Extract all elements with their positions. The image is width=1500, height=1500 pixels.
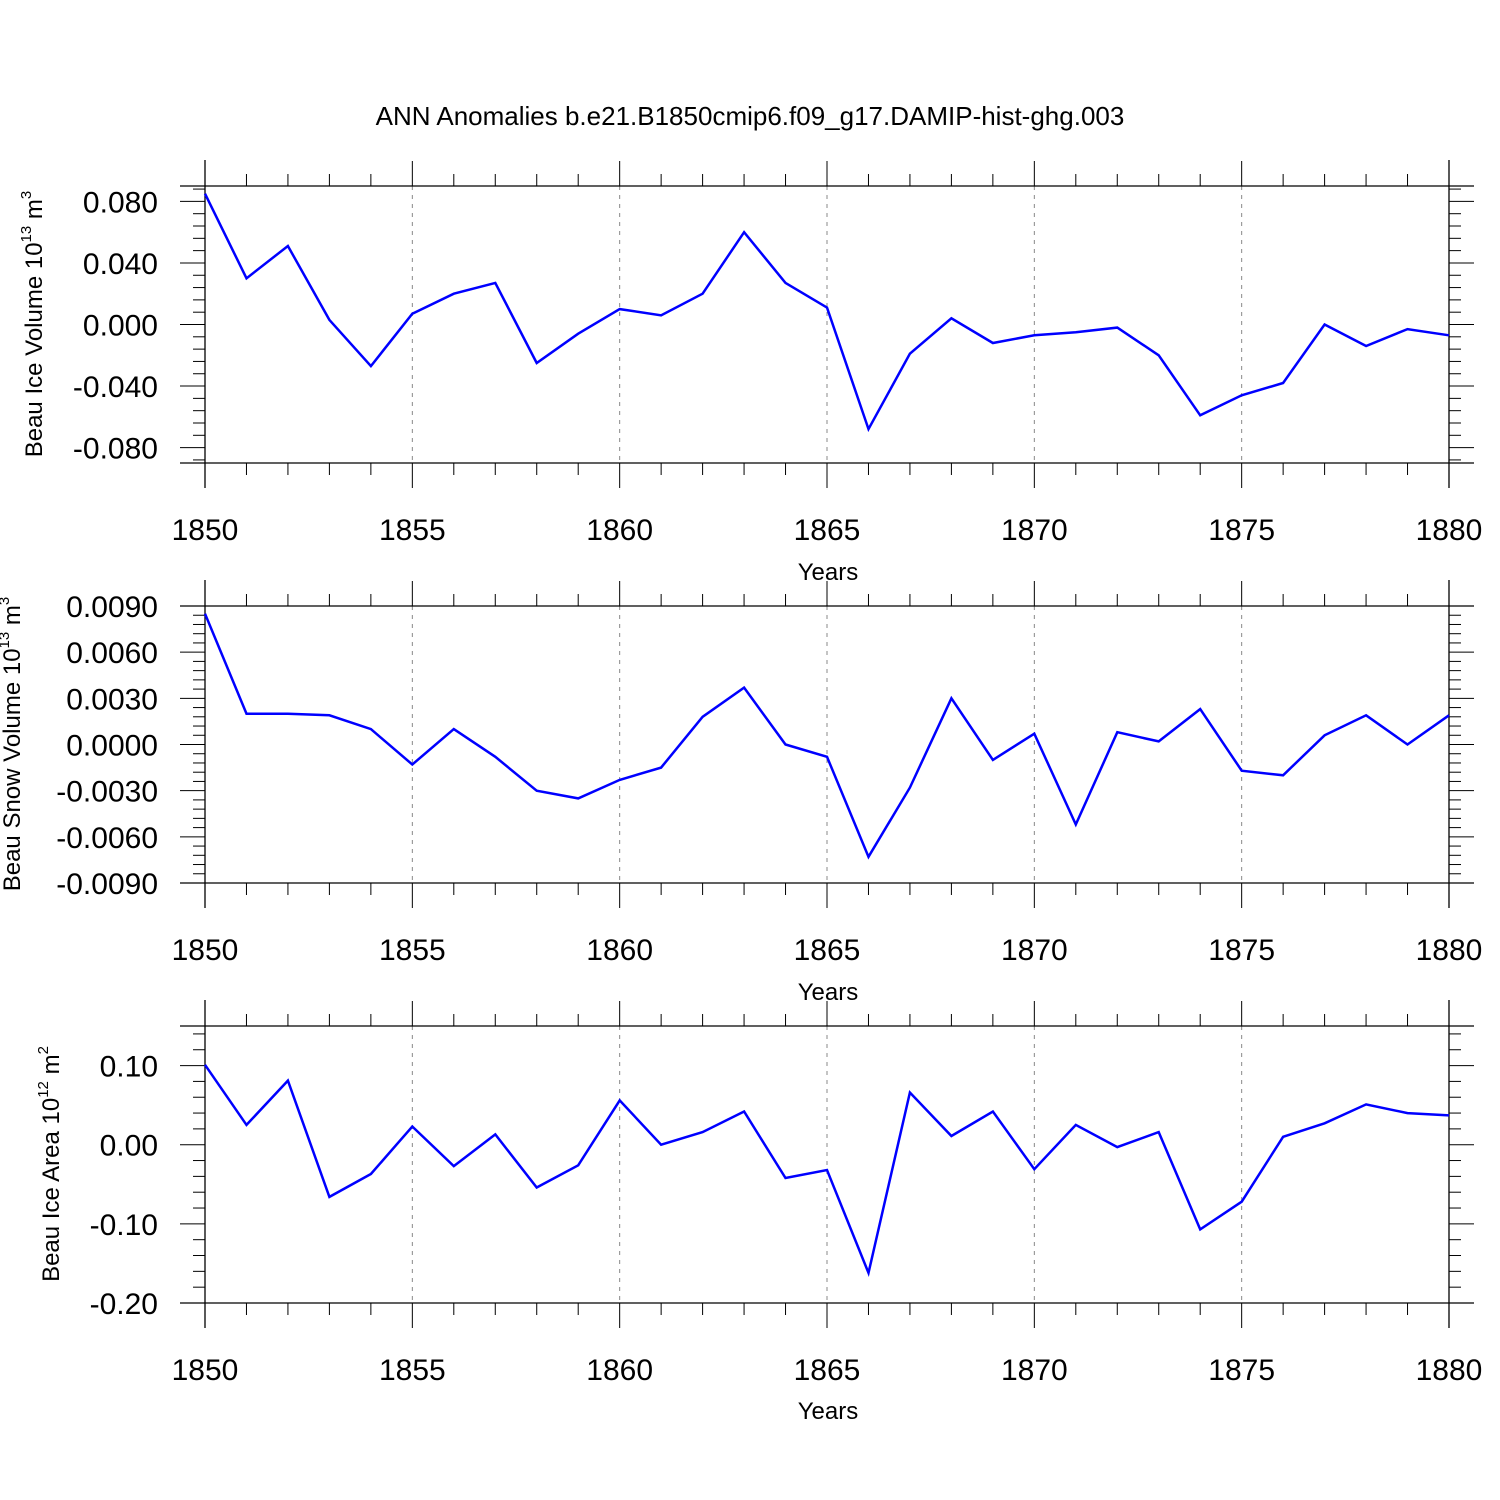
y-tick-label: 0.0030 xyxy=(66,683,158,716)
x-tick-label: 1865 xyxy=(794,1354,861,1387)
y-tick-label: -0.0030 xyxy=(56,776,158,809)
panel-snow-volume: -0.0090 -0.0060 -0.0030 0.0000 0.0030 0.0060 0… xyxy=(0,580,1482,1006)
y-axis-label: Beau Ice Volume 1013 m3 xyxy=(18,191,48,458)
x-axis-label: Years xyxy=(798,1398,859,1425)
y-tick-label: 0.0060 xyxy=(66,637,158,670)
x-tick-label: 1870 xyxy=(1001,1354,1068,1387)
y-tick-label: -0.0090 xyxy=(56,868,158,901)
x-tick-label: 1875 xyxy=(1208,514,1275,547)
y-tick-label: 0.080 xyxy=(83,186,158,219)
y-tick-label: 0.10 xyxy=(100,1051,158,1084)
panel-ice-volume: -0.080 -0.040 0.000 0.040 0.080 1850 1855 1860… xyxy=(18,160,1482,586)
y-tick-label: 0.00 xyxy=(100,1130,158,1163)
y-tick-label: 0.0090 xyxy=(66,591,158,624)
chart-title: ANN Anomalies b.e21.B1850cmip6.f09_g17.D… xyxy=(376,101,1125,131)
y-tick-label: -0.10 xyxy=(90,1209,158,1242)
series-line xyxy=(203,1064,1450,1278)
x-axis-label: Years xyxy=(798,979,859,1006)
x-tick-label: 1870 xyxy=(1001,934,1068,967)
y-axis-label: Beau Snow Volume 1013 m3 xyxy=(0,597,26,892)
x-tick-label: 1880 xyxy=(1416,934,1483,967)
x-tick-label: 1860 xyxy=(586,934,653,967)
x-tick-label: 1875 xyxy=(1208,934,1275,967)
x-tick-label: 1880 xyxy=(1416,1354,1483,1387)
y-tick-label: -0.080 xyxy=(73,433,158,466)
x-tick-label: 1875 xyxy=(1208,1354,1275,1387)
x-tick-label: 1860 xyxy=(586,514,653,547)
x-axis-label: Years xyxy=(798,559,859,586)
y-tick-label: 0.040 xyxy=(83,248,158,281)
y-tick-label: -0.040 xyxy=(73,371,158,404)
x-tick-label: 1870 xyxy=(1001,514,1068,547)
x-tick-label: 1855 xyxy=(379,1354,446,1387)
x-tick-label: 1855 xyxy=(379,514,446,547)
y-tick-label: 0.000 xyxy=(83,310,158,343)
x-tick-label: 1865 xyxy=(794,514,861,547)
x-tick-label: 1855 xyxy=(379,934,446,967)
panel-ice-area: -0.20 -0.10 0.00 0.10 1850 1855 1860 1865 1870 1… xyxy=(35,1000,1482,1425)
x-tick-label: 1850 xyxy=(172,934,239,967)
y-axis-label: Beau Ice Area 1012 m2 xyxy=(35,1046,65,1282)
y-tick-label: -0.20 xyxy=(90,1288,158,1321)
x-tick-label: 1880 xyxy=(1416,514,1483,547)
x-tick-label: 1860 xyxy=(586,1354,653,1387)
y-tick-label: 0.0000 xyxy=(66,730,158,763)
series-line xyxy=(203,193,1450,433)
series-line xyxy=(203,613,1450,860)
x-tick-label: 1850 xyxy=(172,514,239,547)
x-tick-label: 1865 xyxy=(794,934,861,967)
y-tick-label: -0.0060 xyxy=(56,822,158,855)
x-tick-label: 1850 xyxy=(172,1354,239,1387)
